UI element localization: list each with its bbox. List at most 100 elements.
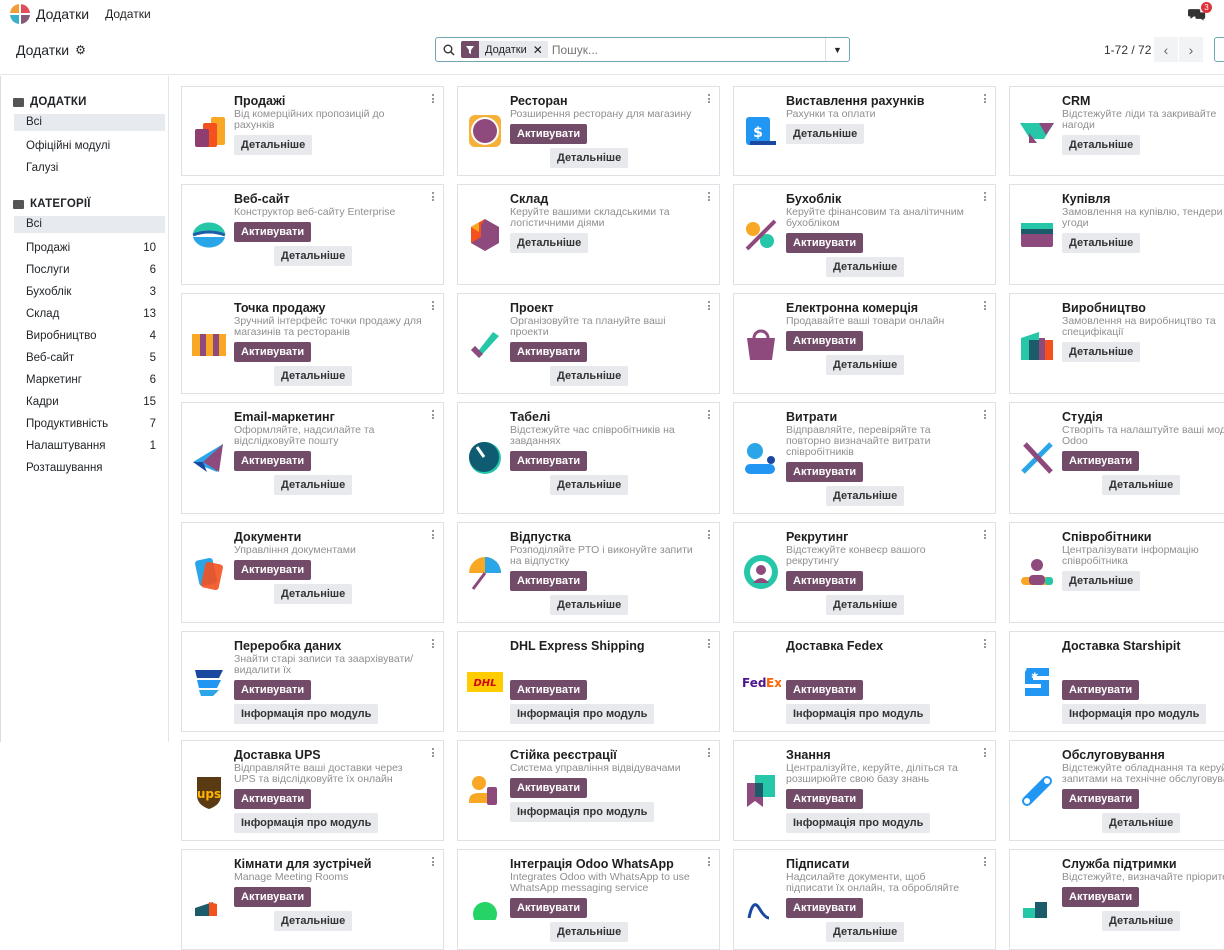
sidebar-item[interactable]: Бухоблік 3 xyxy=(1,282,165,304)
activate-button[interactable]: Активувати xyxy=(1062,789,1140,809)
module-info-button[interactable]: Інформація про модуль xyxy=(786,813,931,833)
activate-button[interactable]: Активувати xyxy=(510,571,588,591)
details-button[interactable]: Детальніше xyxy=(550,922,629,942)
sidebar-item[interactable]: Кадри 15 xyxy=(1,392,165,414)
activate-button[interactable]: Активувати xyxy=(786,462,864,482)
sidebar-item[interactable]: Продажі 10 xyxy=(1,238,165,260)
details-button[interactable]: Детальніше xyxy=(1062,233,1141,253)
app-name[interactable]: Додатки xyxy=(36,6,90,22)
activate-button[interactable]: Активувати xyxy=(510,680,588,700)
module-info-button[interactable]: Інформація про модуль xyxy=(510,802,655,822)
activate-button[interactable]: Активувати xyxy=(234,342,312,362)
details-button[interactable]: Детальніше xyxy=(1062,342,1141,362)
sidebar-item[interactable]: Розташування xyxy=(1,458,165,480)
activate-button[interactable]: Активувати xyxy=(234,789,312,809)
details-button[interactable]: Детальніше xyxy=(826,595,905,615)
module-info-button[interactable]: Інформація про модуль xyxy=(510,704,655,724)
more-options-icon[interactable] xyxy=(432,639,435,650)
more-options-icon[interactable] xyxy=(708,639,711,650)
module-info-button[interactable]: Інформація про модуль xyxy=(234,813,379,833)
activate-button[interactable]: Активувати xyxy=(234,451,312,471)
more-options-icon[interactable] xyxy=(984,192,987,203)
details-button[interactable]: Детальніше xyxy=(786,124,865,144)
pager-previous-button[interactable]: ‹ xyxy=(1154,37,1178,62)
more-options-icon[interactable] xyxy=(708,410,711,421)
more-options-icon[interactable] xyxy=(984,94,987,105)
more-options-icon[interactable] xyxy=(708,530,711,541)
activate-button[interactable]: Активувати xyxy=(1062,887,1140,907)
activate-button[interactable]: Активувати xyxy=(510,898,588,918)
details-button[interactable]: Детальніше xyxy=(1062,135,1141,155)
activate-button[interactable]: Активувати xyxy=(786,571,864,591)
more-options-icon[interactable] xyxy=(708,94,711,105)
remove-facet-icon[interactable]: ✕ xyxy=(532,42,543,57)
details-button[interactable]: Детальніше xyxy=(826,355,905,375)
more-options-icon[interactable] xyxy=(432,530,435,541)
search-input[interactable] xyxy=(551,42,825,57)
details-button[interactable]: Детальніше xyxy=(1102,813,1181,833)
details-button[interactable]: Детальніше xyxy=(826,922,905,942)
more-options-icon[interactable] xyxy=(984,748,987,759)
menu-item-apps[interactable]: Додатки xyxy=(105,7,151,21)
module-info-button[interactable]: Інформація про модуль xyxy=(786,704,931,724)
more-options-icon[interactable] xyxy=(708,857,711,868)
sidebar-item[interactable]: Налаштування 1 xyxy=(1,436,165,458)
sidebar-item[interactable]: Всі xyxy=(14,114,165,131)
sidebar-item[interactable]: Маркетинг 6 xyxy=(1,370,165,392)
activate-button[interactable]: Активувати xyxy=(786,331,864,351)
activate-button[interactable]: Активувати xyxy=(510,124,588,144)
more-options-icon[interactable] xyxy=(432,748,435,759)
details-button[interactable]: Детальніше xyxy=(510,233,589,253)
more-options-icon[interactable] xyxy=(708,192,711,203)
sidebar-item[interactable]: Галузі xyxy=(1,158,165,180)
more-options-icon[interactable] xyxy=(432,410,435,421)
pager-next-button[interactable]: › xyxy=(1179,37,1203,62)
gear-icon[interactable]: ⚙ xyxy=(75,43,86,57)
more-options-icon[interactable] xyxy=(984,530,987,541)
view-switch-button[interactable] xyxy=(1214,37,1224,62)
sidebar-item[interactable]: Веб-сайт 5 xyxy=(1,348,165,370)
pager-value[interactable]: 1-72 / 72 xyxy=(1104,43,1152,57)
details-button[interactable]: Детальніше xyxy=(1102,475,1181,495)
more-options-icon[interactable] xyxy=(984,410,987,421)
details-button[interactable]: Детальніше xyxy=(550,595,629,615)
details-button[interactable]: Детальніше xyxy=(826,486,905,506)
details-button[interactable]: Детальніше xyxy=(274,584,353,604)
apps-logo-icon[interactable] xyxy=(10,4,30,24)
more-options-icon[interactable] xyxy=(432,301,435,312)
activate-button[interactable]: Активувати xyxy=(786,680,864,700)
sidebar-item[interactable]: Офіційні модулі xyxy=(1,136,165,158)
module-info-button[interactable]: Інформація про модуль xyxy=(1062,704,1207,724)
details-button[interactable]: Детальніше xyxy=(1102,911,1181,931)
activate-button[interactable]: Активувати xyxy=(234,680,312,700)
details-button[interactable]: Детальніше xyxy=(274,246,353,266)
details-button[interactable]: Детальніше xyxy=(826,257,905,277)
more-options-icon[interactable] xyxy=(708,301,711,312)
module-info-button[interactable]: Інформація про модуль xyxy=(234,704,379,724)
sidebar-item[interactable]: Всі xyxy=(14,216,165,233)
activate-button[interactable]: Активувати xyxy=(786,789,864,809)
activate-button[interactable]: Активувати xyxy=(510,451,588,471)
activate-button[interactable]: Активувати xyxy=(786,233,864,253)
activate-button[interactable]: Активувати xyxy=(510,342,588,362)
sidebar-item[interactable]: Продуктивність 7 xyxy=(1,414,165,436)
more-options-icon[interactable] xyxy=(984,639,987,650)
details-button[interactable]: Детальніше xyxy=(550,475,629,495)
more-options-icon[interactable] xyxy=(432,94,435,105)
activate-button[interactable]: Активувати xyxy=(1062,451,1140,471)
activate-button[interactable]: Активувати xyxy=(786,898,864,918)
details-button[interactable]: Детальніше xyxy=(274,911,353,931)
details-button[interactable]: Детальніше xyxy=(550,366,629,386)
more-options-icon[interactable] xyxy=(708,748,711,759)
details-button[interactable]: Детальніше xyxy=(234,135,313,155)
activate-button[interactable]: Активувати xyxy=(234,222,312,242)
more-options-icon[interactable] xyxy=(984,857,987,868)
more-options-icon[interactable] xyxy=(432,192,435,203)
sidebar-item[interactable]: Послуги 6 xyxy=(1,260,165,282)
details-button[interactable]: Детальніше xyxy=(274,475,353,495)
details-button[interactable]: Детальніше xyxy=(274,366,353,386)
more-options-icon[interactable] xyxy=(432,857,435,868)
search-icon[interactable] xyxy=(443,44,455,56)
search-options-dropdown[interactable]: ▼ xyxy=(825,38,849,61)
details-button[interactable]: Детальніше xyxy=(550,148,629,168)
